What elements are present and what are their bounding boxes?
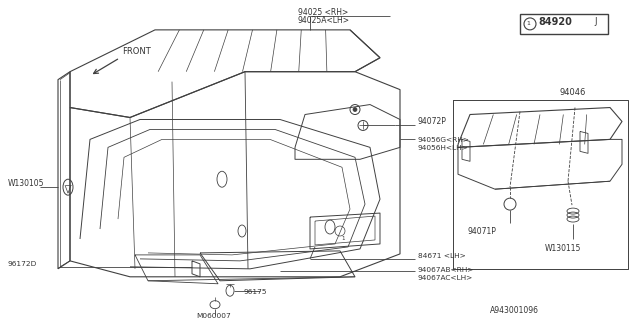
Text: W130105: W130105 bbox=[8, 179, 45, 188]
FancyBboxPatch shape bbox=[520, 14, 608, 34]
Text: 94067AC<LH>: 94067AC<LH> bbox=[418, 275, 473, 281]
Text: J: J bbox=[594, 17, 596, 27]
Text: 96175: 96175 bbox=[244, 289, 268, 295]
Text: 94025A<LH>: 94025A<LH> bbox=[298, 16, 350, 25]
Text: 1: 1 bbox=[526, 21, 530, 26]
Text: 94056H<LH>: 94056H<LH> bbox=[418, 145, 468, 151]
Text: A943001096: A943001096 bbox=[490, 306, 539, 315]
Text: 96172D: 96172D bbox=[8, 261, 37, 267]
Text: 94071P: 94071P bbox=[468, 227, 497, 236]
Text: M060007: M060007 bbox=[196, 313, 231, 319]
Text: 84671 <LH>: 84671 <LH> bbox=[418, 253, 466, 259]
Text: 1: 1 bbox=[341, 236, 344, 241]
Text: 94072P: 94072P bbox=[418, 117, 447, 126]
Text: 94025 <RH>: 94025 <RH> bbox=[298, 8, 348, 17]
Text: 94067AB<RH>: 94067AB<RH> bbox=[418, 267, 474, 273]
Circle shape bbox=[353, 108, 357, 111]
Text: 84920: 84920 bbox=[538, 17, 572, 27]
Text: W130115: W130115 bbox=[545, 244, 581, 253]
Text: 94056G<RH>: 94056G<RH> bbox=[418, 137, 470, 143]
Text: FRONT: FRONT bbox=[122, 47, 151, 56]
Text: 94046: 94046 bbox=[560, 88, 586, 97]
